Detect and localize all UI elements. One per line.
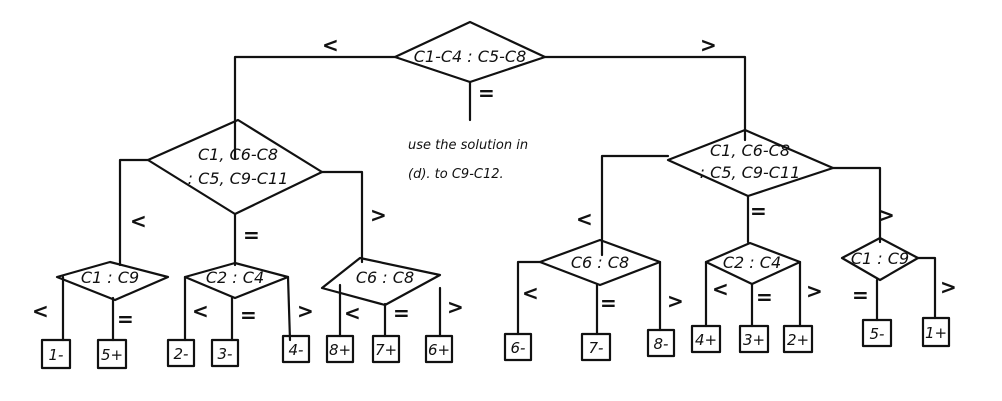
left-child2-equal-symbol: =	[240, 303, 257, 327]
left-decision-label-line1: C1, C6-C8	[198, 145, 278, 164]
leaf-box	[325, 334, 355, 364]
left-child3-diamond	[320, 256, 442, 307]
leaf-box	[861, 318, 893, 348]
leaf-label: 3-	[218, 345, 233, 363]
left-child3-equal-symbol: =	[393, 301, 410, 325]
root-less-edge	[233, 55, 397, 160]
leaf-label: 4-	[289, 341, 304, 359]
right-less-symbol: <	[576, 207, 593, 231]
leaf-box	[921, 316, 951, 348]
left-child3-label: C6 : C8	[356, 268, 414, 287]
root-less-symbol: <	[322, 33, 339, 57]
leaf-box	[96, 338, 128, 370]
left-child2-greater-edge	[286, 275, 292, 342]
left-greater-edge	[320, 170, 364, 264]
leaf-box	[424, 334, 454, 364]
leaf-label: 2+	[787, 331, 809, 349]
right-child3-greater-symbol: >	[940, 275, 957, 299]
leaf-label: 7+	[375, 341, 397, 359]
left-greater-symbol: >	[370, 203, 387, 227]
leaf-box	[738, 324, 770, 354]
left-decision-label-line2: : C5, C9-C11	[188, 169, 289, 188]
leaf-box	[503, 332, 533, 362]
leaf-label: 1+	[925, 324, 947, 342]
left-less-symbol: <	[130, 209, 147, 233]
right-child1-less-edge	[516, 260, 542, 336]
right-child1-equal-symbol: =	[600, 291, 617, 315]
left-child2-label: C2 : C4	[206, 268, 264, 287]
root-decision-label: C1-C4 : C5-C8	[414, 47, 527, 66]
leaf-box	[166, 338, 196, 368]
left-child3-less-symbol: <	[344, 301, 361, 325]
right-child2-greater-symbol: >	[806, 279, 823, 303]
left-child2-greater-symbol: >	[297, 299, 314, 323]
leaf-box	[580, 332, 612, 362]
leaf-label: 3+	[743, 331, 765, 349]
right-child1-less-symbol: <	[522, 281, 539, 305]
root-equal-symbol: =	[478, 81, 495, 105]
leaf-label: 4+	[695, 331, 717, 349]
leaf-box	[210, 338, 240, 368]
right-equal-symbol: =	[750, 199, 767, 223]
left-child1-label: C1 : C9	[81, 268, 139, 287]
leaf-label: 8-	[654, 335, 669, 353]
left-child2-less-symbol: <	[192, 299, 209, 323]
right-child3-label: C1 : C9	[851, 249, 909, 268]
leaf-label: 6+	[428, 341, 450, 359]
leaf-label: 2-	[174, 345, 189, 363]
root-greater-symbol: >	[700, 33, 717, 57]
leaf-box	[40, 338, 72, 370]
right-less-edge	[600, 154, 670, 257]
right-child1-greater-symbol: >	[667, 289, 684, 313]
right-child3-greater-edge	[916, 256, 937, 320]
leaf-label: 5+	[101, 346, 123, 364]
leaf-label: 6-	[511, 339, 526, 357]
leaf-label: 1-	[49, 346, 64, 364]
root-equal-note-line1: use the solution in	[408, 138, 528, 153]
right-decision-label-line2: : C5, C9-C11	[700, 163, 801, 182]
left-child3-greater-symbol: >	[447, 295, 464, 319]
leaf-box	[782, 324, 814, 354]
right-decision-label-line1: C1, C6-C8	[710, 141, 790, 160]
root-equal-note-line2: (d). to C9-C12.	[408, 167, 504, 182]
right-child3-equal-symbol: =	[852, 283, 869, 307]
left-equal-symbol: =	[243, 223, 260, 247]
leaf-box	[690, 324, 722, 354]
left-child1-equal-symbol: =	[117, 307, 134, 331]
right-child2-less-symbol: <	[712, 277, 729, 301]
right-greater-symbol: >	[878, 203, 895, 227]
right-greater-edge	[831, 166, 882, 244]
leaf-box	[281, 334, 311, 364]
leaf-label: 5-	[870, 325, 885, 343]
left-child1-diamond	[55, 260, 170, 302]
right-child1-label: C6 : C8	[571, 253, 629, 272]
leaf-box	[371, 334, 401, 364]
right-child2-equal-symbol: =	[756, 285, 773, 309]
left-less-edge	[118, 158, 150, 267]
left-child1-less-symbol: <	[32, 299, 49, 323]
right-child2-label: C2 : C4	[723, 253, 781, 272]
leaf-label: 8+	[329, 341, 351, 359]
leaf-label: 7-	[589, 339, 604, 357]
leaf-box	[646, 328, 676, 358]
root-greater-edge	[543, 55, 747, 142]
